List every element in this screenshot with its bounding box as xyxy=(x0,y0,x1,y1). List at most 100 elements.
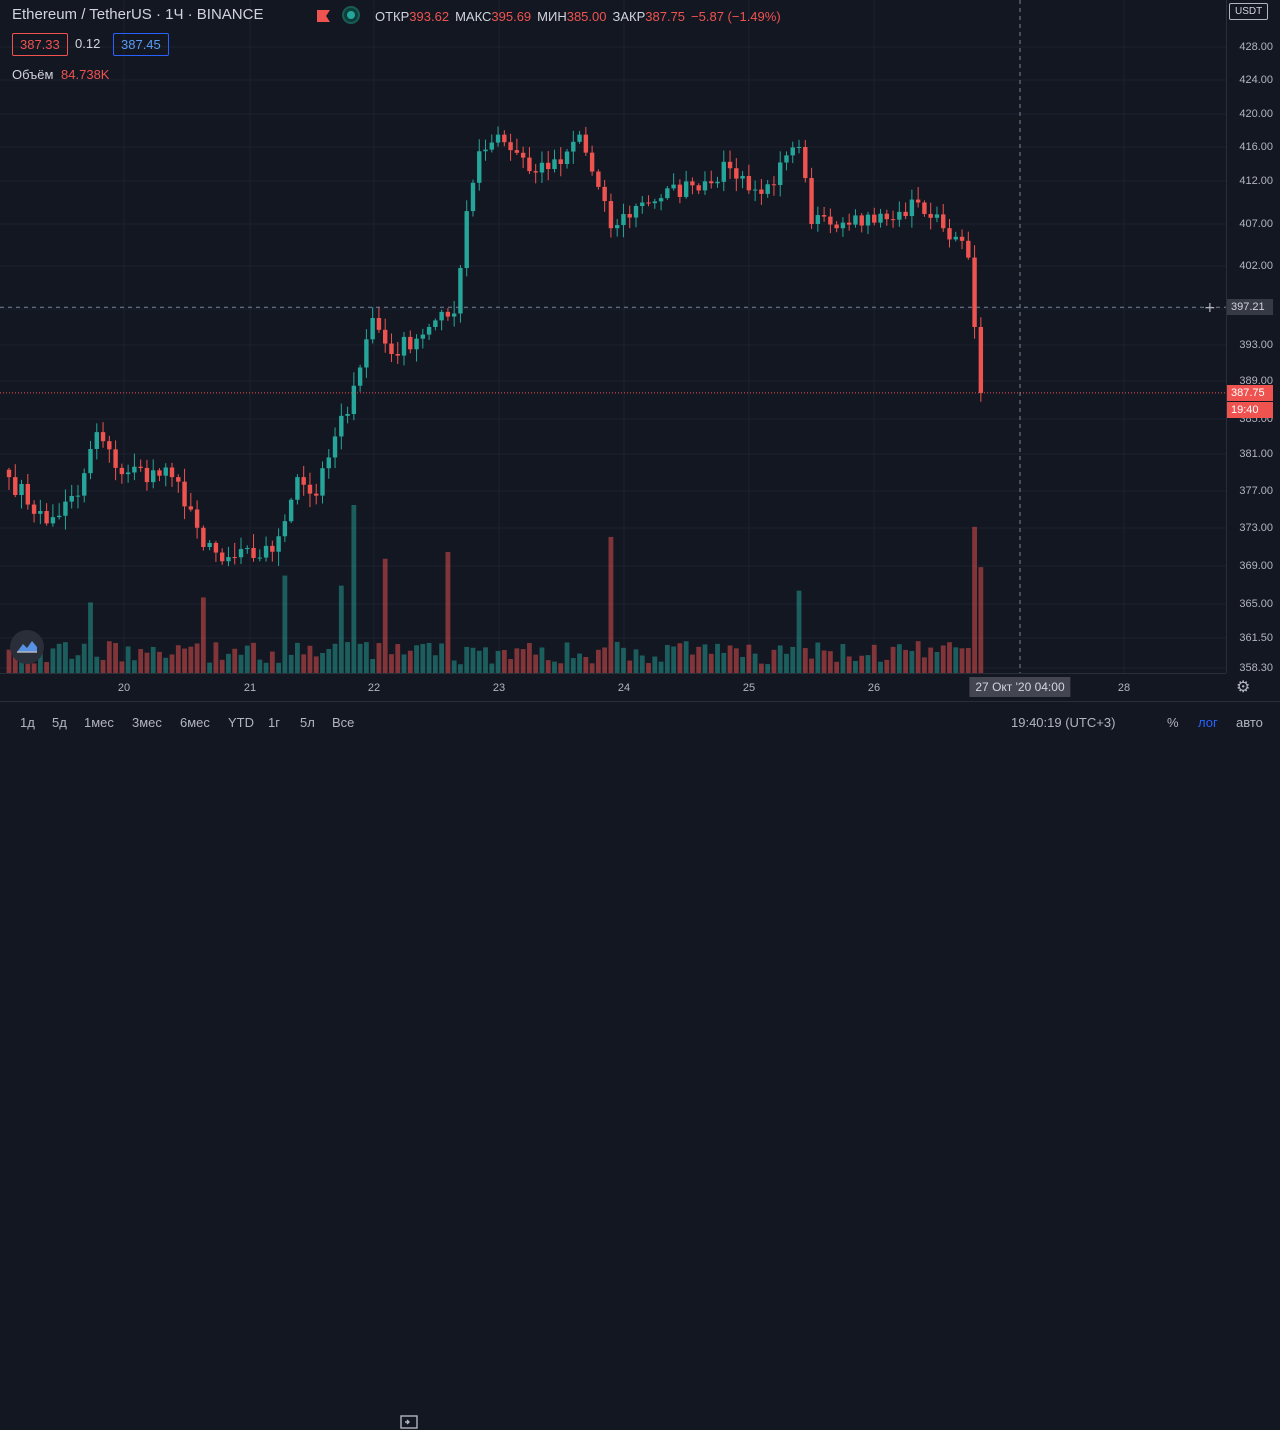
x-tick-label: 25 xyxy=(742,682,756,694)
clock[interactable]: 19:40:19 (UTC+3) xyxy=(1011,715,1116,730)
candle xyxy=(577,130,582,144)
volume-bar xyxy=(169,654,175,673)
price-chart[interactable]: + xyxy=(0,0,1226,673)
volume-bar xyxy=(338,585,344,673)
candle xyxy=(213,540,219,562)
y-tick-label: 428.00 xyxy=(1239,41,1273,53)
candle xyxy=(796,139,802,154)
volume-bar xyxy=(696,646,702,673)
compare-icon[interactable] xyxy=(400,1414,418,1430)
candle xyxy=(232,542,237,565)
log-toggle[interactable]: лог xyxy=(1198,715,1218,730)
candle-body xyxy=(376,318,382,330)
volume-bar xyxy=(75,655,81,673)
volume-bar xyxy=(182,648,187,673)
timeframe-4[interactable]: 6мес xyxy=(180,715,210,730)
tradingview-logo-icon[interactable] xyxy=(10,630,44,664)
candle-body xyxy=(759,189,764,194)
last-price-tag: 387.75 xyxy=(1227,384,1273,401)
candle-body xyxy=(383,329,388,344)
volume-bar xyxy=(890,646,896,673)
candle xyxy=(320,461,325,504)
candle-body xyxy=(972,257,977,327)
volume-bar xyxy=(827,651,833,673)
x-tick-label: 28 xyxy=(1117,682,1131,694)
volume-bar xyxy=(815,642,821,673)
candle-body xyxy=(207,542,212,547)
percent-toggle[interactable]: % xyxy=(1167,715,1179,730)
volume-label: Объём xyxy=(12,67,54,82)
candle-body xyxy=(865,214,871,226)
candle-body xyxy=(169,467,175,478)
timeframe-6[interactable]: 1г xyxy=(268,715,280,730)
volume-bar xyxy=(257,659,263,673)
candle xyxy=(527,147,532,174)
ask-price[interactable]: 387.45 xyxy=(113,33,169,56)
volume-bar xyxy=(771,649,777,673)
candle-body xyxy=(746,175,752,191)
candle xyxy=(433,318,438,331)
timeframe-1[interactable]: 5д xyxy=(52,715,67,730)
timeframe-5[interactable]: YTD xyxy=(228,715,254,730)
candle xyxy=(458,265,463,323)
candle xyxy=(859,213,864,233)
volume-bar xyxy=(307,645,313,673)
bid-price[interactable]: 387.33 xyxy=(12,33,68,56)
candle-body xyxy=(100,432,106,442)
candle-body xyxy=(420,334,426,339)
volume-bar xyxy=(884,659,890,673)
volume-bar xyxy=(564,642,570,673)
volume-bar xyxy=(953,647,959,673)
candle-body xyxy=(82,473,87,496)
candle-body xyxy=(25,483,31,505)
candle xyxy=(207,540,212,551)
candle xyxy=(840,217,846,237)
gear-icon[interactable]: ⚙ xyxy=(1236,679,1251,696)
candle xyxy=(690,177,695,195)
candle-body xyxy=(602,186,607,202)
currency-button[interactable]: USDT xyxy=(1229,3,1269,20)
candle xyxy=(671,173,676,191)
y-tick-label: 365.00 xyxy=(1239,598,1273,610)
volume-bar xyxy=(119,661,125,673)
candle-body xyxy=(270,545,275,552)
volume-bar xyxy=(332,643,338,673)
auto-toggle[interactable]: авто xyxy=(1236,715,1263,730)
timeframe-3[interactable]: 3мес xyxy=(132,715,162,730)
candle xyxy=(709,170,714,189)
candle xyxy=(652,198,658,209)
candle-body xyxy=(320,468,325,496)
volume-bar xyxy=(489,663,495,673)
candle-body xyxy=(226,557,231,562)
eye-icon[interactable] xyxy=(342,6,360,24)
candle xyxy=(276,528,281,566)
candle xyxy=(251,534,256,562)
timeframe-8[interactable]: Все xyxy=(332,715,355,730)
volume-bar xyxy=(194,643,200,673)
flag-icon[interactable] xyxy=(317,10,330,22)
timeframe-0[interactable]: 1д xyxy=(20,715,35,730)
time-axis[interactable]: 20 21 22 23 24 25 26 28 xyxy=(0,673,1226,702)
volume-bar xyxy=(664,644,670,673)
candle xyxy=(571,130,576,164)
candle-body xyxy=(539,162,545,173)
volume-bar xyxy=(959,648,965,673)
candle-body xyxy=(301,477,306,485)
volume-bar xyxy=(577,653,582,673)
volume-bar xyxy=(733,648,739,673)
symbol-title[interactable]: Ethereum / TetherUS · 1Ч · BINANCE xyxy=(12,6,264,23)
candle xyxy=(94,423,99,460)
candle xyxy=(257,549,262,562)
candle xyxy=(872,207,877,226)
candle xyxy=(113,440,118,481)
volume-bar xyxy=(458,664,463,673)
timeframe-2[interactable]: 1мес xyxy=(84,715,114,730)
y-tick-label: 393.00 xyxy=(1239,339,1273,351)
price-axis[interactable]: 428.00 424.00 420.00 416.00 412.00 407.00 402.… xyxy=(1226,0,1280,674)
candle-body xyxy=(734,168,739,179)
candle-body xyxy=(107,441,112,450)
timeframe-7[interactable]: 5л xyxy=(300,715,315,730)
candle xyxy=(307,472,313,508)
candle-body xyxy=(276,536,281,552)
candle xyxy=(727,150,733,180)
